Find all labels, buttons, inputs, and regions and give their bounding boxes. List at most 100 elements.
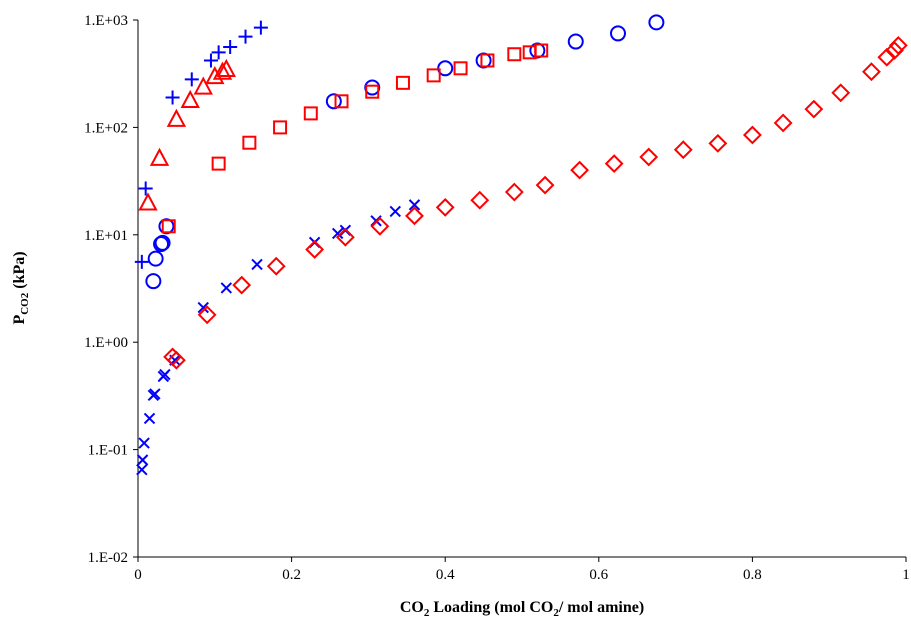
diamond-marker	[405, 206, 424, 226]
y-tick-label: 1.E-02	[88, 550, 128, 566]
x-marker	[220, 282, 233, 294]
diamond-marker	[773, 113, 793, 133]
y-axis-title: PCO2 (kPa)	[11, 251, 31, 324]
axes	[137, 20, 906, 558]
x-marker	[149, 388, 161, 400]
circle-marker	[567, 33, 584, 50]
circle-marker	[437, 60, 454, 77]
plus-marker	[138, 181, 153, 196]
diamond-marker	[673, 140, 693, 160]
x-marker	[331, 227, 344, 240]
x-tick-label: 0	[134, 567, 142, 583]
square-marker	[303, 106, 318, 121]
y-tick-label: 1.E+02	[84, 120, 128, 136]
triangle-marker	[149, 147, 170, 166]
plus-marker	[223, 40, 238, 55]
diamond-marker	[877, 47, 897, 67]
diamond-marker	[885, 41, 904, 60]
x-marker	[138, 437, 150, 449]
square-marker	[334, 94, 349, 109]
ticks: 0 0.2 0.4 0.6 0.8 1 1.E-02 1.E-01 1.E+00 1.E+01 1.…	[84, 13, 910, 583]
plus-series	[134, 20, 268, 269]
x-axis-title: CO2 Loading (mol CO2/ mol amine)	[400, 599, 644, 619]
diamond-marker	[888, 35, 908, 55]
circle-marker	[145, 273, 162, 290]
x-marker	[197, 301, 209, 314]
x-marker	[143, 412, 156, 425]
diamond-marker	[166, 350, 186, 370]
y-tick-label: 1.E+03	[84, 13, 128, 29]
square-series	[161, 43, 549, 234]
diamond-marker	[742, 125, 762, 145]
square-marker	[242, 135, 257, 150]
plus-marker	[134, 254, 149, 269]
plus-marker	[203, 53, 218, 68]
plus-marker	[165, 90, 180, 105]
square-marker	[395, 75, 410, 90]
diamond-marker	[535, 175, 555, 195]
square-marker	[273, 120, 288, 135]
plus-marker	[238, 29, 253, 44]
triangle-marker	[180, 89, 200, 108]
diamond-marker	[708, 133, 728, 153]
circle-marker	[154, 234, 171, 251]
diamond-marker	[335, 227, 355, 247]
triangle-marker	[212, 61, 233, 80]
circle-series	[145, 14, 665, 290]
circle-marker	[364, 79, 381, 96]
plus-marker	[253, 20, 268, 35]
plus-marker	[184, 72, 199, 87]
square-marker	[426, 68, 441, 83]
diamond-marker	[831, 83, 851, 103]
x-tick-label: 0.6	[589, 567, 608, 583]
triangle-marker	[216, 58, 236, 77]
diamond-marker	[639, 147, 659, 167]
square-marker	[534, 43, 549, 58]
plus-marker	[211, 45, 226, 60]
diamond-marker	[197, 305, 217, 325]
square-marker	[161, 219, 176, 234]
x-marker	[136, 454, 149, 466]
x-tick-label: 0.2	[282, 567, 301, 583]
diamond-marker	[266, 256, 286, 276]
diamond-marker	[470, 190, 490, 210]
circle-marker	[610, 25, 626, 42]
circle-marker	[325, 93, 342, 110]
x-marker	[251, 258, 263, 271]
triangle-series	[138, 58, 236, 211]
x-marker	[408, 199, 421, 211]
circle-marker	[648, 14, 665, 31]
x-marker	[136, 463, 148, 476]
triangle-marker	[166, 108, 187, 127]
y-tick-label: 1.E+01	[84, 228, 128, 244]
x-tick-label: 0.8	[743, 567, 762, 583]
diamond-marker	[305, 240, 325, 259]
x-marker	[159, 368, 171, 381]
square-marker	[211, 156, 226, 171]
x-tick-label: 1	[902, 567, 910, 583]
triangle-marker	[193, 76, 213, 95]
square-marker	[453, 61, 468, 76]
diamond-marker	[862, 62, 881, 82]
diamond-marker	[570, 160, 590, 180]
y-tick-label: 1.E+00	[84, 335, 128, 351]
circle-marker	[475, 52, 492, 69]
diamond-marker	[604, 154, 624, 174]
diamond-marker	[504, 182, 524, 202]
diamond-marker	[370, 216, 390, 236]
square-marker	[507, 47, 522, 62]
x-marker	[389, 205, 401, 218]
y-tick-label: 1.E-01	[88, 443, 128, 459]
circle-marker	[147, 250, 164, 267]
triangle-marker	[138, 192, 158, 211]
data-marks	[134, 14, 908, 476]
square-marker	[365, 84, 380, 99]
square-marker	[480, 53, 495, 68]
circle-marker	[158, 218, 175, 235]
x-tick-label: 0.4	[436, 567, 455, 583]
diamond-marker	[804, 99, 824, 119]
x-series	[136, 199, 421, 476]
diamond-marker	[232, 275, 252, 295]
